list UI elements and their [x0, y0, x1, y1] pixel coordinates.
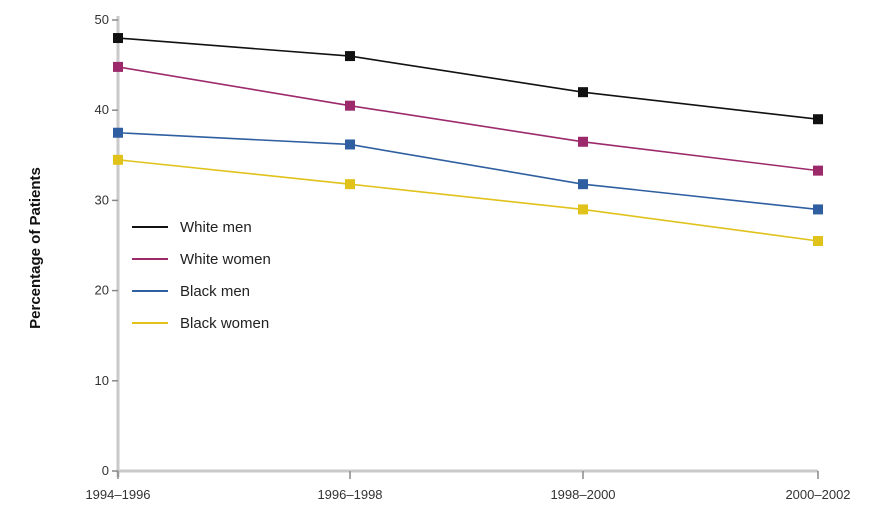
x-tick-label: 1998–2000 — [550, 487, 615, 502]
data-point — [345, 139, 355, 150]
y-axis-title: Percentage of Patients — [27, 167, 44, 329]
legend-label: White women — [180, 251, 271, 268]
data-point — [578, 179, 588, 190]
series-line — [117, 131, 819, 211]
data-point — [578, 204, 588, 215]
y-tick-label: 0 — [102, 463, 109, 478]
data-point — [345, 51, 355, 62]
legend-item: White men — [132, 219, 252, 236]
y-tick-label: 50 — [95, 12, 109, 27]
series-line — [117, 159, 819, 242]
y-tick-label: 10 — [95, 373, 109, 388]
series-line — [117, 66, 819, 172]
series-layer — [113, 33, 823, 246]
legend-item: White women — [132, 251, 271, 268]
data-point — [345, 179, 355, 190]
legend-label: Black men — [180, 283, 250, 300]
y-tick-label: 20 — [95, 283, 109, 298]
series-line — [117, 37, 819, 121]
legend-item: Black men — [132, 283, 250, 300]
data-point — [113, 33, 123, 44]
y-tick-label: 30 — [95, 192, 109, 207]
series-white-men — [113, 33, 823, 125]
series-white-women — [113, 61, 823, 176]
y-tick-label: 40 — [95, 102, 109, 117]
data-point — [813, 165, 823, 176]
data-point — [113, 154, 123, 165]
data-point — [578, 87, 588, 98]
x-axis: 1994–1996 1996–1998 1998–2000 2000–2002 — [85, 469, 851, 502]
x-tick-label: 2000–2002 — [785, 487, 850, 502]
legend-label: Black women — [180, 315, 269, 332]
data-point — [113, 127, 123, 138]
y-axis: 0 10 20 30 40 50 — [95, 12, 120, 478]
data-point — [578, 136, 588, 147]
data-point — [345, 100, 355, 111]
data-point — [113, 61, 123, 72]
legend-item: Black women — [132, 315, 269, 332]
series-black-women — [113, 154, 823, 246]
x-tick-label: 1996–1998 — [317, 487, 382, 502]
data-point — [813, 114, 823, 125]
legend-label: White men — [180, 219, 252, 236]
data-point — [813, 235, 823, 246]
series-black-men — [113, 127, 823, 215]
legend: White men White women Black men Black women — [132, 219, 271, 332]
data-point — [813, 204, 823, 215]
x-tick-label: 1994–1996 — [85, 487, 150, 502]
